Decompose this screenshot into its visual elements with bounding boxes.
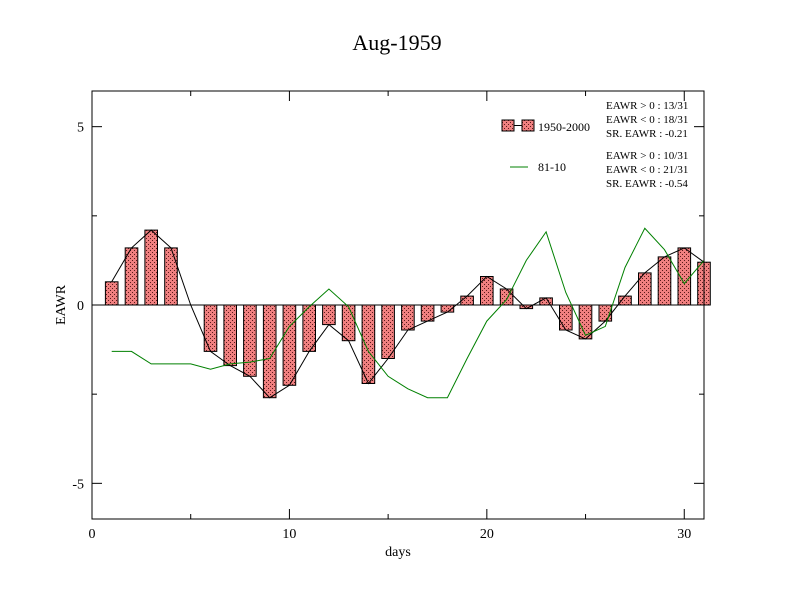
chart-title: Aug-1959 (352, 30, 441, 55)
bar (657, 256, 672, 306)
legend-swatch-bar (501, 119, 515, 132)
bar (322, 304, 336, 326)
bar (124, 247, 139, 306)
stats-line: EAWR < 0 : 21/31 (606, 164, 688, 176)
y-tick-label: 0 (77, 299, 84, 314)
bar (144, 229, 158, 306)
legend: 1950-2000 81-10 EAWR > 0 : 13/31 EAWR < 0 :… (501, 100, 688, 190)
bars-layer (104, 229, 711, 399)
y-tick-label: -5 (72, 477, 84, 492)
stats-line: SR. EAWR : -0.21 (606, 128, 688, 140)
bar (341, 304, 356, 342)
stats-line: EAWR > 0 : 10/31 (606, 150, 688, 162)
bar (401, 304, 415, 331)
legend-label: 81-10 (538, 160, 566, 174)
y-axis-label: EAWR (54, 284, 69, 325)
x-axis: 0 10 20 30 (89, 91, 691, 542)
bar (282, 304, 297, 386)
bar (302, 304, 316, 352)
y-tick-label: 5 (77, 121, 84, 136)
bar (104, 281, 119, 306)
bar (203, 304, 218, 352)
bar (539, 297, 553, 306)
bar (618, 295, 632, 306)
stats-line: EAWR < 0 : 18/31 (606, 114, 688, 126)
bar (361, 304, 376, 384)
legend-swatch-bar (521, 119, 535, 132)
x-axis-label: days (385, 545, 411, 560)
bar (381, 304, 395, 359)
stats-line: SR. EAWR : -0.54 (606, 178, 688, 190)
bar (164, 247, 178, 306)
legend-label: 1950-2000 (538, 120, 590, 134)
y-axis: -5 0 5 (72, 121, 704, 492)
x-tick-label: 0 (89, 527, 96, 542)
bar (460, 295, 474, 306)
reference-line-layer (111, 227, 705, 399)
bar-outline-layer (111, 229, 705, 399)
x-tick-label: 30 (677, 527, 691, 542)
bar-series-line (111, 229, 705, 399)
bar (223, 304, 237, 367)
x-tick-label: 20 (480, 527, 494, 542)
x-tick-label: 10 (282, 527, 296, 542)
reference-series-line (111, 227, 705, 399)
bar (243, 304, 257, 377)
bar (559, 304, 573, 331)
stats-line: EAWR > 0 : 13/31 (606, 100, 688, 112)
